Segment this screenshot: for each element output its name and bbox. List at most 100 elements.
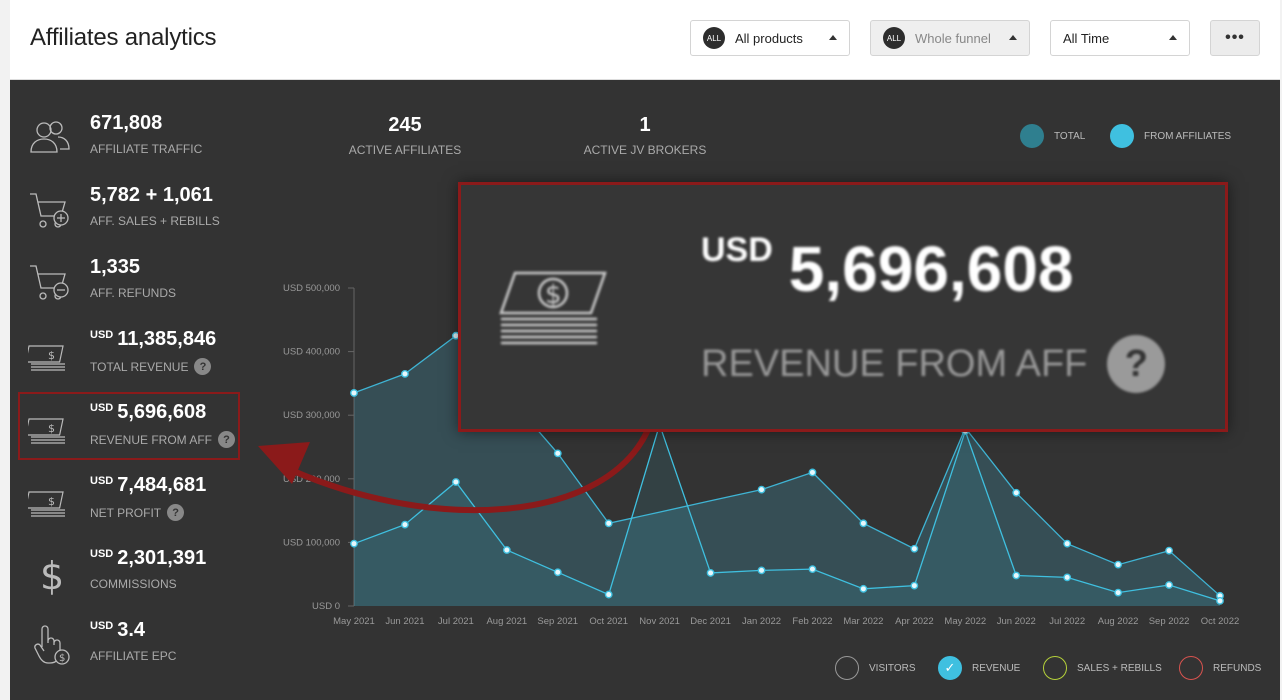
data-point — [859, 519, 868, 528]
x-tick-label: May 2021 — [333, 616, 375, 627]
annotation-arrow-head — [258, 442, 310, 484]
toggle-label: REFUNDS — [1213, 662, 1262, 674]
zoom-label: REVENUE FROM AFF? — [701, 335, 1166, 393]
annotation-arrow — [278, 423, 653, 514]
data-point — [401, 369, 409, 378]
toggle-circle — [1179, 656, 1203, 680]
toggle-sales-rebills[interactable]: SALES + REBILLS — [1043, 656, 1162, 680]
data-point — [1063, 573, 1072, 582]
page-title: Affiliates analytics — [30, 24, 217, 51]
cart-plus-icon — [30, 193, 69, 228]
svg-text:$: $ — [48, 495, 55, 508]
stat-revenue-from-aff: $ USD 5,696,608 REVENUE FROM AFF? — [28, 401, 258, 461]
series-area-1 — [354, 424, 1220, 606]
caret-up-icon — [1169, 35, 1177, 40]
data-point — [859, 584, 868, 593]
toggle-circle — [835, 656, 859, 680]
time-range-dropdown[interactable]: All Time — [1050, 20, 1190, 56]
stat-total-revenue: $ USD 11,385,846 TOTAL REVENUE? — [28, 328, 258, 388]
more-options-button[interactable]: ••• — [1210, 20, 1260, 56]
toggle-refunds[interactable]: REFUNDS — [1179, 656, 1261, 680]
stat-aff-refunds: 1,335 AFF. REFUNDS — [28, 256, 258, 316]
svg-text:$: $ — [48, 422, 55, 435]
help-icon[interactable]: ? — [218, 431, 236, 448]
caret-up-icon — [829, 35, 837, 40]
data-point — [1012, 488, 1021, 497]
stat-value: USD 11,385,846 — [90, 328, 217, 350]
y-tick-label: USD 0 — [312, 601, 340, 612]
svg-text:$: $ — [40, 554, 64, 595]
kpi-active-affiliates: 245 ACTIVE AFFILIATES — [340, 114, 470, 157]
zoom-callout: $ USD 5,696,608 REVENUE FROM AFF? — [458, 182, 1228, 432]
stat-value: 1,335 — [90, 256, 141, 278]
funnel-dropdown[interactable]: ALL Whole funnel — [870, 20, 1030, 56]
x-tick-label: Aug 2022 — [1098, 616, 1139, 627]
data-point — [350, 539, 358, 548]
svg-text:$: $ — [545, 280, 562, 310]
x-tick-label: Sep 2021 — [537, 616, 578, 627]
x-tick-label: Jun 2022 — [997, 616, 1036, 627]
stat-label: COMMISSIONS — [90, 577, 177, 591]
kpi-value: 245 — [388, 114, 422, 136]
x-tick-label: Nov 2021 — [639, 616, 680, 627]
legend-total[interactable]: TOTAL — [1020, 124, 1085, 148]
toggle-revenue[interactable]: ✓ REVENUE — [938, 656, 1020, 680]
stat-affiliate-epc: $ USD 3.4 AFFILIATE EPC — [28, 619, 258, 679]
data-point — [910, 544, 919, 553]
stat-value: USD 5,696,608 — [90, 401, 207, 423]
data-point — [604, 519, 613, 528]
data-point — [553, 449, 562, 458]
toggle-visitors[interactable]: VISITORS — [835, 656, 916, 680]
data-point — [350, 389, 358, 397]
toggle-label: VISITORS — [869, 662, 916, 674]
help-icon[interactable]: ? — [194, 358, 212, 375]
data-point — [1114, 560, 1123, 569]
x-tick-label: Feb 2022 — [792, 616, 832, 627]
all-badge: ALL — [703, 27, 725, 49]
stat-value: 671,808 — [90, 112, 163, 134]
x-tick-label: Oct 2021 — [589, 616, 628, 627]
products-dropdown[interactable]: ALL All products — [690, 20, 850, 56]
data-point — [706, 569, 715, 577]
svg-text:$: $ — [48, 349, 55, 362]
kpi-active-jv-brokers: 1 ACTIVE JV BROKERS — [580, 114, 710, 157]
legend-dot — [1020, 124, 1044, 148]
users-icon — [30, 121, 70, 153]
highlight-box — [18, 392, 240, 460]
hand-click-icon: $ — [34, 625, 70, 665]
data-point — [910, 581, 919, 590]
zoom-value: USD 5,696,608 — [701, 231, 1074, 305]
caret-up-icon — [1009, 35, 1017, 40]
kpi-label: ACTIVE AFFILIATES — [348, 143, 462, 157]
check-icon: ✓ — [938, 656, 962, 680]
x-tick-label: Jun 2021 — [385, 616, 424, 627]
all-badge: ALL — [883, 27, 905, 49]
x-tick-label: Sep 2022 — [1149, 616, 1190, 627]
toggle-label: REVENUE — [972, 662, 1021, 674]
series-line-1 — [353, 422, 1221, 602]
x-tick-label: Apr 2022 — [895, 616, 934, 627]
money-stack-icon: $ — [28, 345, 65, 371]
data-point — [1165, 581, 1173, 589]
x-tick-label: Dec 2021 — [690, 616, 731, 627]
data-point — [451, 478, 460, 486]
x-tick-label: Aug 2021 — [486, 616, 527, 627]
toggle-label: SALES + REBILLS — [1077, 662, 1162, 674]
x-tick-label: Mar 2022 — [843, 616, 883, 627]
data-point — [604, 590, 613, 599]
data-point — [1063, 539, 1072, 548]
legend-label: FROM AFFILIATES — [1144, 130, 1232, 142]
x-tick-label: Jul 2022 — [1049, 616, 1085, 627]
stat-aff-sales: 5,782 + 1,061 AFF. SALES + REBILLS — [28, 184, 258, 244]
time-range-label: All Time — [1063, 30, 1110, 46]
stat-label: TOTAL REVENUE? — [90, 358, 212, 375]
legend-from-affiliates[interactable]: FROM AFFILIATES — [1110, 124, 1231, 148]
products-dropdown-label: All products — [735, 30, 803, 46]
help-icon[interactable]: ? — [167, 504, 185, 521]
money-stack-icon: $ — [28, 418, 65, 444]
stat-label: AFFILIATE EPC — [90, 649, 177, 663]
data-point — [1012, 571, 1021, 580]
funnel-dropdown-label: Whole funnel — [915, 30, 991, 46]
